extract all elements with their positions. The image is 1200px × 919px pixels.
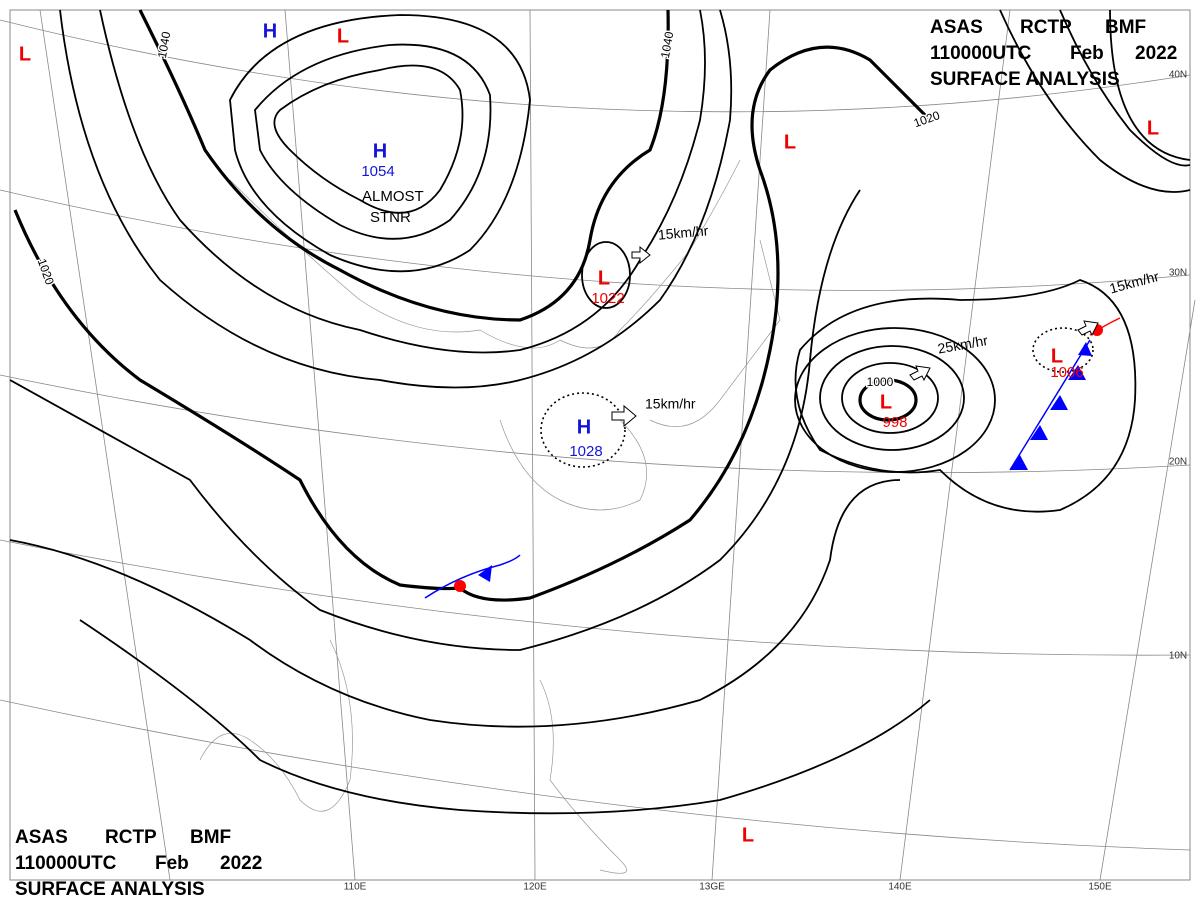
- parallel: [0, 539, 1191, 656]
- pressure-center: L: [784, 131, 796, 153]
- title-text: BMF: [1105, 17, 1146, 38]
- pressure-value: 1006: [1050, 364, 1083, 381]
- annotation: STNR: [370, 209, 411, 226]
- pressure-center: L: [598, 267, 610, 289]
- meridian: [1099, 299, 1196, 881]
- parallel: [0, 189, 1191, 291]
- parallel: [0, 19, 1191, 113]
- isobar-label: 1040: [155, 30, 173, 59]
- title-text: Feb: [155, 853, 189, 874]
- title-text: RCTP: [1020, 17, 1072, 38]
- pressure-center: H: [263, 20, 277, 42]
- title-text: ASAS: [15, 827, 68, 848]
- pressure-value: 998: [882, 414, 907, 431]
- longitude-label: 110E: [344, 882, 367, 893]
- longitude-label: 150E: [1088, 882, 1112, 893]
- parallel: [0, 374, 1191, 474]
- pressure-center: L: [1051, 345, 1063, 367]
- latitude-label: 10N: [1169, 651, 1187, 662]
- latitude-label: 40N: [1169, 70, 1187, 81]
- isobars: [9, 9, 1191, 815]
- motion-label: 15km/hr: [657, 222, 709, 242]
- pressure-center: L: [1147, 117, 1159, 139]
- title-text: 110000UTC: [930, 43, 1032, 64]
- title-text: 110000UTC: [15, 853, 117, 874]
- latitude-label: 20N: [1169, 457, 1187, 468]
- longitude-label: 140E: [888, 882, 912, 893]
- latitude-label: 30N: [1169, 268, 1187, 279]
- frame: [9, 9, 1191, 881]
- pressure-center: L: [19, 43, 31, 65]
- pressure-center: H: [577, 416, 591, 438]
- pressure-center: H: [373, 140, 387, 162]
- title-text: SURFACE ANALYSIS: [15, 879, 205, 900]
- annotation: ALMOST: [362, 188, 424, 205]
- pressure-value: 1022: [591, 290, 624, 307]
- meridian: [284, 9, 356, 881]
- title-text: ASAS: [930, 17, 983, 38]
- motion-label: 15km/hr: [645, 396, 696, 412]
- title-text: 2022: [1135, 43, 1177, 64]
- motion-arrows: [611, 245, 1099, 428]
- longitude-label: 120E: [523, 882, 547, 893]
- meridian: [711, 9, 771, 881]
- pressure-value: 1054: [361, 163, 394, 180]
- meridian: [529, 9, 536, 881]
- isobar-label: 1000: [867, 375, 894, 389]
- pressure-center: L: [337, 25, 349, 47]
- meridian: [39, 9, 171, 881]
- longitude-label: 13GE: [699, 882, 725, 893]
- isobar-label: 1040: [658, 30, 676, 59]
- fronts: [424, 317, 1121, 599]
- graticule: [0, 9, 1196, 881]
- parallel: [0, 699, 1191, 851]
- pressure-center: L: [742, 824, 754, 846]
- title-text: SURFACE ANALYSIS: [930, 69, 1120, 90]
- title-text: BMF: [190, 827, 231, 848]
- pressure-center: L: [880, 391, 892, 413]
- title-text: Feb: [1070, 43, 1104, 64]
- meridian: [899, 9, 1011, 881]
- title-text: 2022: [220, 853, 262, 874]
- title-text: RCTP: [105, 827, 157, 848]
- pressure-value: 1028: [569, 443, 602, 460]
